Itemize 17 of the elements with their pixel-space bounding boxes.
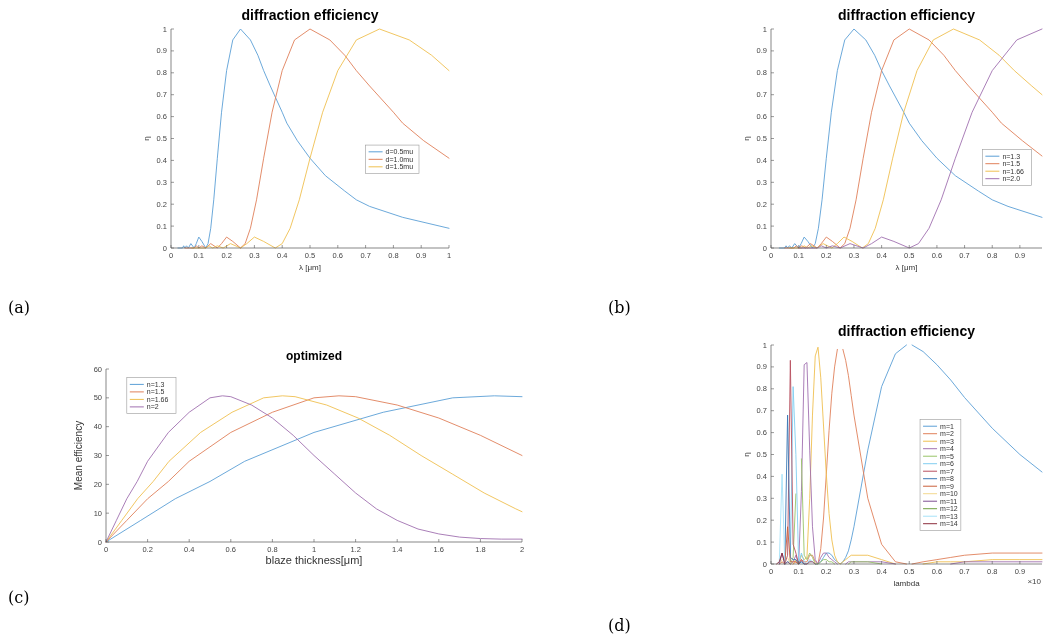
y-axis-title: η — [142, 136, 151, 141]
x-axis-title: blaze thickness[μm] — [265, 554, 363, 566]
text: (c) — [8, 588, 30, 607]
chart-title: diffraction efficiency — [838, 323, 976, 339]
x-axis-title: λ [μm] — [895, 263, 918, 272]
chart-title: optimized — [286, 349, 342, 363]
y-axis-title: Mean efficiency — [73, 420, 84, 491]
y-axis-title: η — [742, 452, 751, 457]
chart-title: diffraction efficiency — [838, 7, 976, 23]
text: (d) — [608, 616, 631, 634]
text: (a) — [8, 298, 31, 317]
x-axis-title: lambda — [893, 579, 921, 588]
x-axis-title: λ [μm] — [299, 263, 321, 272]
text: ×10 — [1027, 577, 1042, 586]
chart-title: diffraction efficiency — [241, 7, 379, 23]
text: (b) — [608, 298, 631, 317]
y-axis-title: η — [742, 136, 751, 141]
